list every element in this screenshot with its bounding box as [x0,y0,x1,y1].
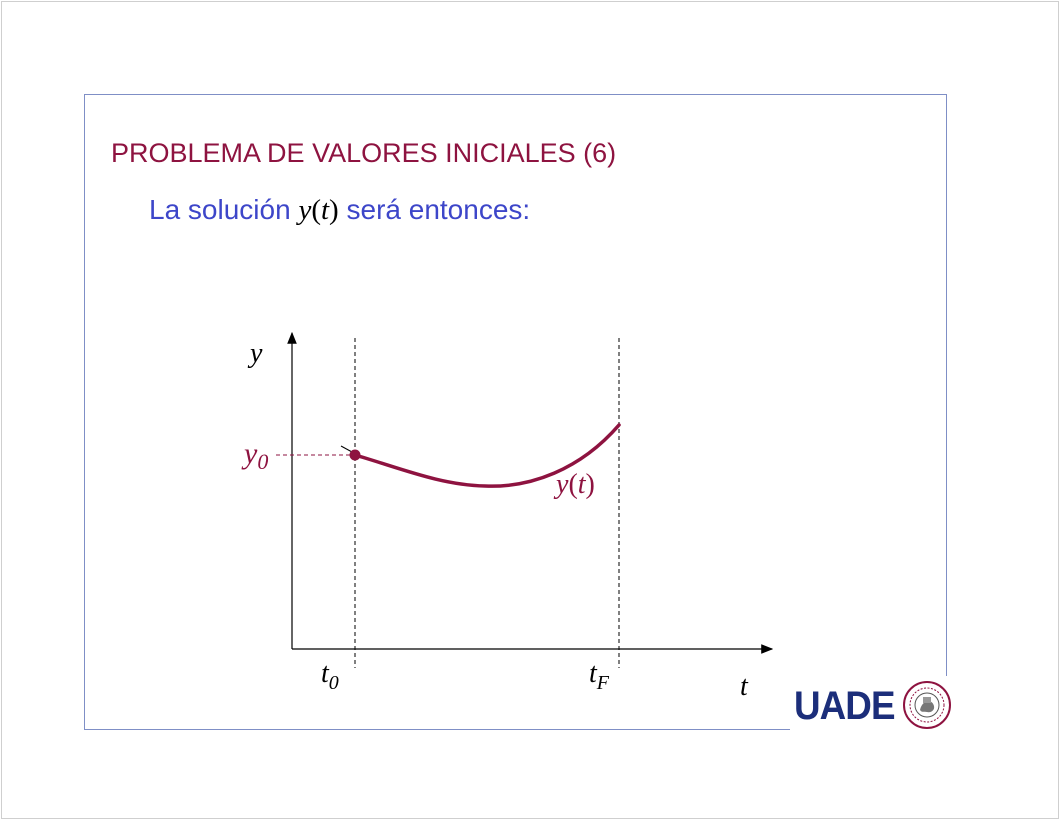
slide-subtitle: La solución y(t) será entonces: [149,194,530,227]
initial-point-tick [340,445,353,453]
uade-logo-text: UADE [794,684,896,728]
tF-label: tF [589,658,610,694]
t0-label-base: t [321,658,330,689]
t-axis-label: t [740,671,749,702]
uade-logo: UADE [790,676,960,736]
subtitle-math-var: t [320,194,330,226]
subtitle-math-fn: y [298,194,312,226]
subtitle-text-after: será entonces: [338,194,531,225]
curve-label-fn: y [553,469,569,500]
t0-label: t0 [321,658,339,694]
slide-frame [84,94,947,730]
y0-label-sub: 0 [257,449,268,474]
curve-label-close: ) [586,469,595,500]
t0-label-sub: 0 [329,672,339,694]
university-seal-icon [903,681,951,729]
tF-label-base: t [589,658,598,689]
slide-title: PROBLEMA DE VALORES INICIALES (6) [111,138,617,168]
subtitle-math-open: ( [311,194,321,226]
y0-label: y0 [241,437,268,474]
y0-label-base: y [241,437,258,470]
solution-curve [353,423,621,488]
curve-label-var: t [578,469,587,500]
subtitle-math-close: ) [329,194,339,226]
y-axis-label: y [247,338,263,369]
initial-point [349,449,361,461]
subtitle-text-before: La solución [149,194,299,225]
tF-label-sub: F [596,672,610,694]
curve-label: y(t) [553,469,595,500]
subtitle-math: y(t) [298,194,338,226]
curve-label-open: ( [568,469,577,500]
